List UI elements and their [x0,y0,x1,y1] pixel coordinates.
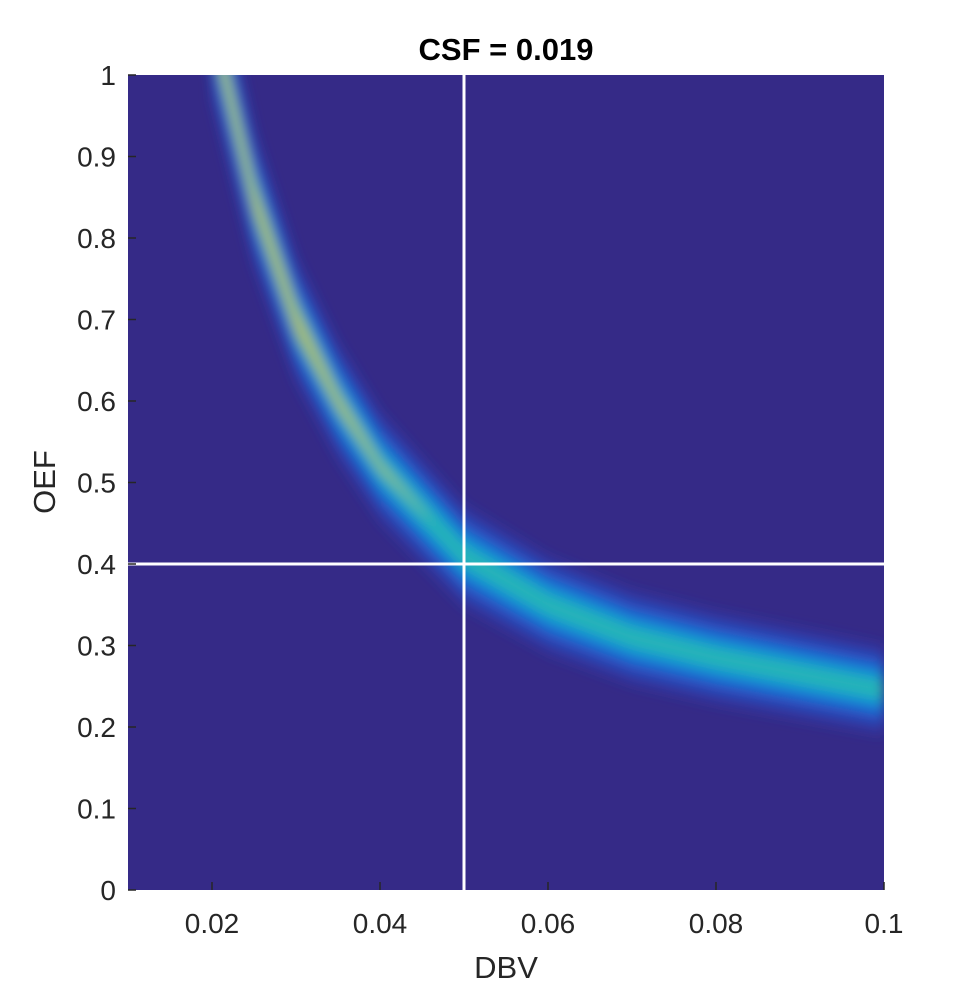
ridge-band [212,75,884,736]
x-tick-label: 0.02 [185,908,240,939]
heatmap-field [212,75,884,736]
x-tick-label: 0.06 [521,908,576,939]
x-tick-label: 0.08 [689,908,744,939]
y-tick-label: 0.4 [77,549,116,580]
y-tick-label: 1 [100,60,116,91]
chart-title: CSF = 0.019 [419,32,594,67]
x-axis: 0.02 0.04 0.06 0.08 0.1 [185,882,904,939]
x-tick-label: 0.1 [865,908,904,939]
reference-lines [128,75,884,890]
ridge-layer [214,75,884,715]
y-tick-label: 0.8 [77,223,116,254]
ridge-peak [218,75,431,521]
x-axis-title: DBV [474,950,538,985]
y-tick-label: 0.3 [77,631,116,662]
x-tick-label: 0.04 [353,908,408,939]
y-axis-title: OEF [27,450,62,514]
y-axis: 0 0.1 0.2 0.3 0.4 0.5 0.6 0.7 0.8 0.9 1 [77,60,136,906]
y-tick-label: 0.5 [77,468,116,499]
y-tick-label: 0.7 [77,305,116,336]
y-tick-label: 0.1 [77,794,116,825]
y-tick-label: 0.6 [77,386,116,417]
y-tick-label: 0.9 [77,142,116,173]
y-tick-label: 0.2 [77,712,116,743]
y-tick-label: 0 [100,875,116,906]
